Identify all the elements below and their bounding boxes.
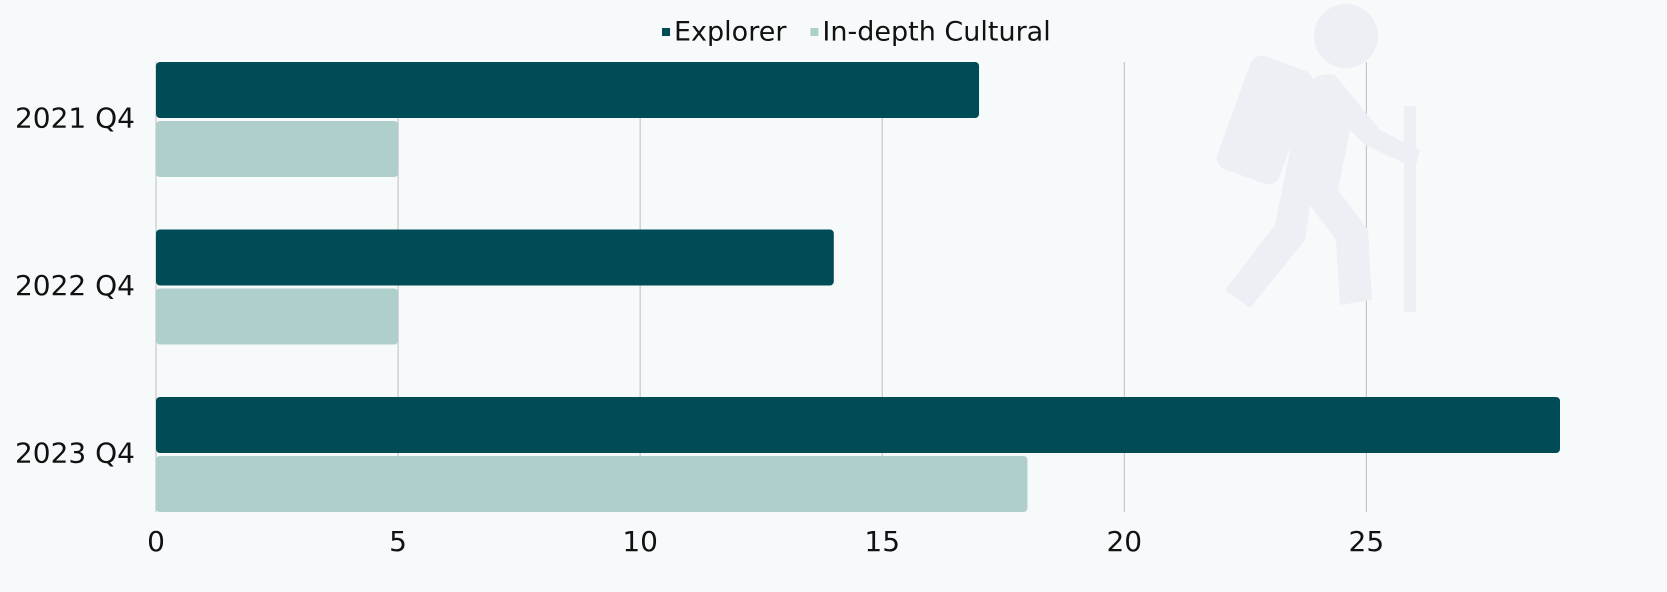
x-tick-label: 20 [1106,525,1142,558]
legend-label: In-depth Cultural [822,17,1050,48]
legend: Explorer In-depth Cultural [662,17,1051,48]
bar [156,229,834,286]
legend-label: Explorer [674,17,787,48]
hiker-icon [1216,4,1420,312]
bar [156,456,1028,512]
bar [156,121,399,177]
x-tick-label: 5 [389,525,407,558]
legend-swatch [662,28,670,36]
bar [156,62,980,118]
y-tick-label: 2022 Q4 [15,269,135,302]
y-tick-label: 2023 Q4 [15,437,135,470]
bar [156,288,399,345]
bar [156,397,1560,453]
y-tick-label: 2021 Q4 [15,102,135,135]
x-tick-label: 0 [147,525,165,558]
x-tick-label: 10 [622,525,658,558]
x-tick-label: 15 [864,525,900,558]
x-tick-label: 25 [1349,525,1385,558]
legend-swatch [810,28,819,36]
